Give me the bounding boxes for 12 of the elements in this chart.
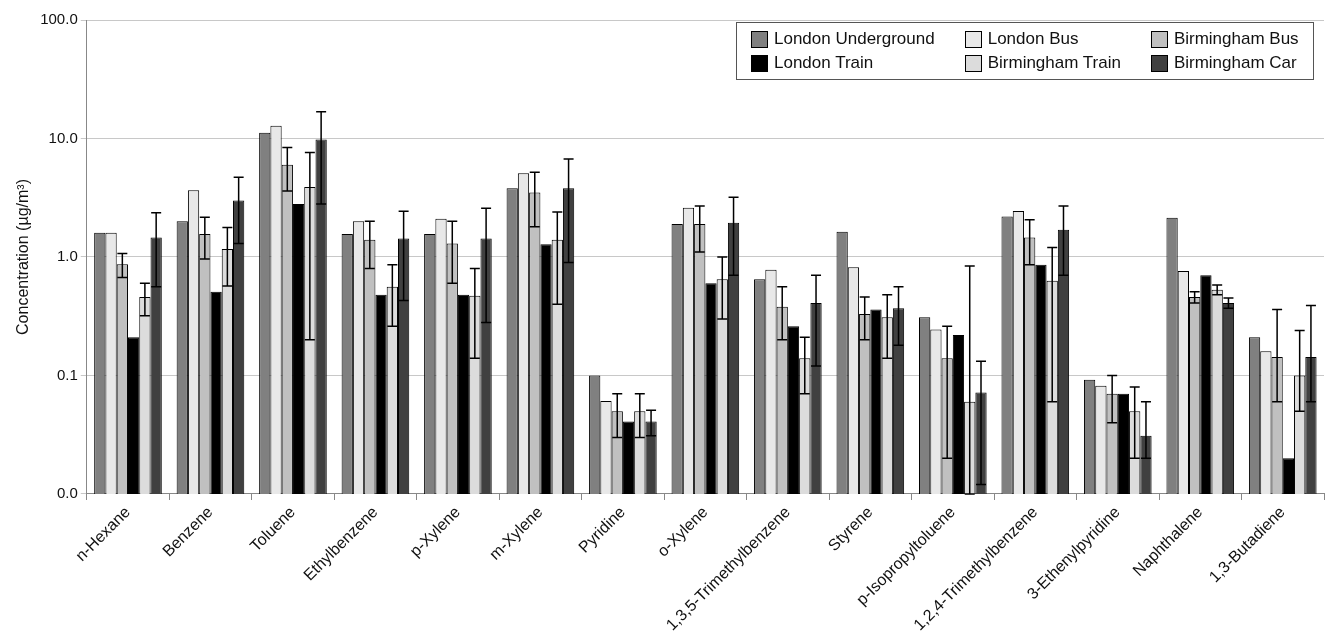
y-tick-label: 10.0 <box>48 128 78 146</box>
legend-label: London Train <box>774 53 874 73</box>
legend-label: London Underground <box>774 29 935 49</box>
legend-label: Birmingham Bus <box>1173 29 1299 49</box>
legend-label: London Bus <box>987 29 1079 49</box>
y-axis-title: Concentration (µg/m³) <box>14 179 32 335</box>
y-tick-label: 1.0 <box>56 247 78 265</box>
y-tick-label: 0.1 <box>56 365 78 383</box>
legend-label: Birmingham Car <box>1173 53 1297 73</box>
y-tick-label: 100.0 <box>40 10 78 28</box>
legend-label: Birmingham Train <box>987 53 1121 73</box>
y-tick-label: 0.0 <box>56 484 78 502</box>
